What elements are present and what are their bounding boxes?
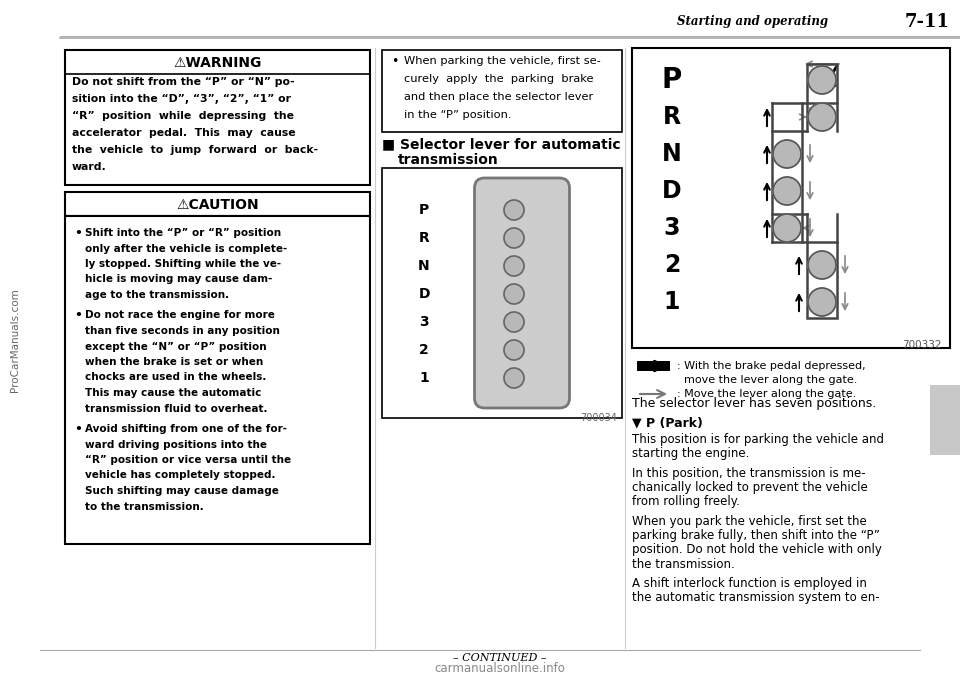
Text: “R”  position  while  depressing  the: “R” position while depressing the <box>72 111 294 121</box>
Text: ■ Selector lever for automatic: ■ Selector lever for automatic <box>382 137 620 151</box>
Circle shape <box>808 251 836 279</box>
Text: in the “P” position.: in the “P” position. <box>404 110 512 120</box>
FancyBboxPatch shape <box>474 178 569 408</box>
Text: 700332: 700332 <box>902 340 942 350</box>
Circle shape <box>504 284 524 304</box>
Text: to the transmission.: to the transmission. <box>85 502 204 511</box>
Text: A shift interlock function is employed in: A shift interlock function is employed i… <box>632 578 867 591</box>
FancyBboxPatch shape <box>65 192 370 216</box>
Text: 7-11: 7-11 <box>905 13 950 31</box>
Text: curely  apply  the  parking  brake: curely apply the parking brake <box>404 74 593 84</box>
Text: parking brake fully, then shift into the “P”: parking brake fully, then shift into the… <box>632 530 880 542</box>
Circle shape <box>504 340 524 360</box>
Text: transmission fluid to overheat.: transmission fluid to overheat. <box>85 403 268 414</box>
Circle shape <box>504 312 524 332</box>
Text: This may cause the automatic: This may cause the automatic <box>85 388 261 398</box>
Text: – CONTINUED –: – CONTINUED – <box>453 653 547 663</box>
Text: The selector lever has seven positions.: The selector lever has seven positions. <box>632 397 876 410</box>
Text: D: D <box>662 179 682 203</box>
Text: age to the transmission.: age to the transmission. <box>85 290 229 300</box>
Text: 1: 1 <box>420 371 429 385</box>
Text: Shift into the “P” or “R” position: Shift into the “P” or “R” position <box>85 228 281 238</box>
Circle shape <box>773 140 801 168</box>
Text: •: • <box>74 422 82 435</box>
Text: Starting and operating: Starting and operating <box>677 16 828 28</box>
Text: Do not shift from the “P” or “N” po-: Do not shift from the “P” or “N” po- <box>72 77 295 87</box>
Text: : Move the lever along the gate.: : Move the lever along the gate. <box>677 389 856 399</box>
Text: P: P <box>419 203 429 217</box>
Text: vehicle has completely stopped.: vehicle has completely stopped. <box>85 471 276 481</box>
FancyBboxPatch shape <box>65 50 370 185</box>
Text: ⚠WARNING: ⚠WARNING <box>174 56 262 70</box>
Text: Do not race the engine for more: Do not race the engine for more <box>85 311 275 321</box>
Circle shape <box>773 214 801 242</box>
Text: In this position, the transmission is me-: In this position, the transmission is me… <box>632 468 866 481</box>
Text: the automatic transmission system to en-: the automatic transmission system to en- <box>632 591 879 605</box>
Text: transmission: transmission <box>398 153 499 167</box>
Text: ⚠CAUTION: ⚠CAUTION <box>177 198 259 212</box>
Text: accelerator  pedal.  This  may  cause: accelerator pedal. This may cause <box>72 128 296 138</box>
Text: P: P <box>661 66 683 94</box>
Text: R: R <box>419 231 429 245</box>
Text: the transmission.: the transmission. <box>632 557 734 570</box>
FancyBboxPatch shape <box>632 48 950 348</box>
Text: chanically locked to prevent the vehicle: chanically locked to prevent the vehicle <box>632 481 868 494</box>
Text: when the brake is set or when: when the brake is set or when <box>85 357 263 367</box>
Text: : With the brake pedal depressed,: : With the brake pedal depressed, <box>677 361 866 371</box>
Text: than five seconds in any position: than five seconds in any position <box>85 326 280 336</box>
Text: •: • <box>74 309 82 322</box>
FancyBboxPatch shape <box>65 216 370 544</box>
Circle shape <box>504 200 524 220</box>
Text: When parking the vehicle, first se-: When parking the vehicle, first se- <box>404 56 601 66</box>
Circle shape <box>808 103 836 131</box>
Text: 2: 2 <box>420 343 429 357</box>
Text: When you park the vehicle, first set the: When you park the vehicle, first set the <box>632 515 867 528</box>
Text: R: R <box>663 105 681 129</box>
FancyBboxPatch shape <box>382 168 622 418</box>
Text: from rolling freely.: from rolling freely. <box>632 496 740 508</box>
Text: ward.: ward. <box>72 162 107 172</box>
Text: Avoid shifting from one of the for-: Avoid shifting from one of the for- <box>85 424 287 434</box>
Text: except the “N” or “P” position: except the “N” or “P” position <box>85 342 267 351</box>
Text: 1: 1 <box>663 290 681 314</box>
Text: 2: 2 <box>663 253 681 277</box>
Text: This position is for parking the vehicle and: This position is for parking the vehicle… <box>632 433 884 447</box>
Text: ward driving positions into the: ward driving positions into the <box>85 439 267 450</box>
Circle shape <box>808 288 836 316</box>
FancyBboxPatch shape <box>382 50 622 132</box>
FancyBboxPatch shape <box>930 385 960 455</box>
Circle shape <box>773 177 801 205</box>
Text: “R” position or vice versa until the: “R” position or vice versa until the <box>85 455 291 465</box>
FancyBboxPatch shape <box>637 361 670 371</box>
Circle shape <box>504 228 524 248</box>
Text: sition into the “D”, “3”, “2”, “1” or: sition into the “D”, “3”, “2”, “1” or <box>72 94 291 104</box>
Text: N: N <box>662 142 682 166</box>
Text: 700034: 700034 <box>580 413 617 423</box>
Text: 3: 3 <box>420 315 429 329</box>
Text: the  vehicle  to  jump  forward  or  back-: the vehicle to jump forward or back- <box>72 145 318 155</box>
Text: ProCarManuals.com: ProCarManuals.com <box>10 288 20 392</box>
Text: position. Do not hold the vehicle with only: position. Do not hold the vehicle with o… <box>632 544 882 557</box>
Text: and then place the selector lever: and then place the selector lever <box>404 92 593 102</box>
Text: D: D <box>419 287 430 301</box>
Text: only after the vehicle is complete-: only after the vehicle is complete- <box>85 243 287 254</box>
Text: ▼ P (Park): ▼ P (Park) <box>632 416 703 429</box>
Text: 3: 3 <box>663 216 681 240</box>
Text: •: • <box>74 226 82 239</box>
Text: •: • <box>391 54 398 68</box>
Text: Such shifting may cause damage: Such shifting may cause damage <box>85 486 278 496</box>
Circle shape <box>504 256 524 276</box>
Text: N: N <box>419 259 430 273</box>
Text: move the lever along the gate.: move the lever along the gate. <box>677 375 857 385</box>
Text: hicle is moving may cause dam-: hicle is moving may cause dam- <box>85 275 273 285</box>
Circle shape <box>504 368 524 388</box>
Circle shape <box>808 66 836 94</box>
Text: ly stopped. Shifting while the ve-: ly stopped. Shifting while the ve- <box>85 259 281 269</box>
Text: carmanualsonline.info: carmanualsonline.info <box>435 662 565 675</box>
Text: chocks are used in the wheels.: chocks are used in the wheels. <box>85 372 266 382</box>
Text: starting the engine.: starting the engine. <box>632 447 750 460</box>
